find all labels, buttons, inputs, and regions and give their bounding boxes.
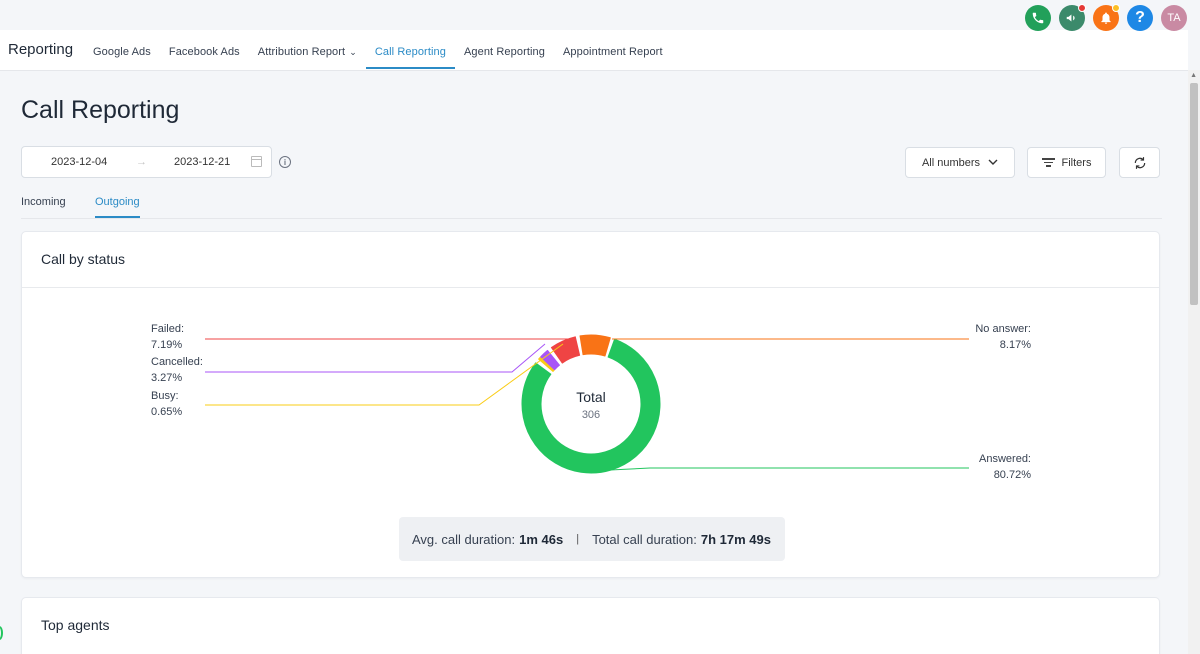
- donut-slice-no-answer[interactable]: [579, 334, 611, 357]
- scrollbar-thumb[interactable]: [1190, 83, 1198, 305]
- nav-item-call-reporting[interactable]: Call Reporting: [365, 46, 456, 70]
- card-title: Top agents: [41, 617, 110, 633]
- chevron-down-icon: ⌄: [349, 47, 357, 57]
- legend-value: 7.19%: [151, 339, 183, 351]
- numbers-select-value: All numbers: [921, 156, 981, 169]
- donut-slice-answered[interactable]: [521, 338, 661, 474]
- date-from-input[interactable]: 2023-12-04: [51, 156, 108, 168]
- legend-value: 0.65%: [151, 406, 183, 418]
- donut-slice-failed[interactable]: [550, 336, 581, 364]
- legend-name: Busy:: [151, 390, 179, 402]
- leader-line-answered: [609, 467, 969, 471]
- nav-item-appointment-report[interactable]: Appointment Report: [562, 46, 663, 58]
- filters-button[interactable]: Filters: [1027, 147, 1106, 178]
- chevron-down-icon: [988, 157, 998, 168]
- donut-slice-cancelled[interactable]: [540, 349, 561, 371]
- arrow-right-icon: →: [136, 156, 147, 168]
- nav-item-label: Attribution Report: [257, 46, 346, 58]
- legend-label-no-answer: No answer: 8.17%: [975, 321, 1031, 353]
- filters-label: Filters: [1061, 156, 1092, 169]
- leader-line-cancelled: [205, 343, 546, 373]
- filter-icon: [1041, 156, 1055, 169]
- phone-icon[interactable]: [1025, 5, 1051, 31]
- numbers-select[interactable]: All numbers: [905, 147, 1015, 178]
- notification-dot: [1078, 4, 1086, 12]
- legend-value: 8.17%: [999, 339, 1031, 351]
- top-nav: Reporting Google Ads Facebook Ads Attrib…: [0, 30, 1188, 71]
- tab-outgoing[interactable]: Outgoing: [95, 196, 140, 218]
- legend-value: 80.72%: [993, 469, 1031, 481]
- refresh-button[interactable]: [1119, 147, 1160, 178]
- scroll-up-arrow-icon[interactable]: ▲: [1190, 72, 1197, 79]
- legend-name: Cancelled:: [151, 356, 203, 368]
- donut-center-value: 306: [582, 409, 600, 421]
- separator: |: [576, 533, 580, 545]
- date-to-input[interactable]: 2023-12-21: [174, 156, 231, 168]
- call-by-status-card: Call by status Total 306 Failed: 7.19% Ca…: [21, 231, 1160, 578]
- refresh-icon: [1134, 156, 1145, 169]
- page-title: Call Reporting: [21, 96, 180, 124]
- info-icon[interactable]: i: [279, 156, 291, 168]
- legend-name: No answer:: [975, 323, 1031, 335]
- brand-title: Reporting: [8, 41, 74, 58]
- megaphone-icon[interactable]: [1059, 4, 1086, 31]
- legend-label-busy: Busy: 0.65%: [151, 388, 182, 420]
- top-agents-card: Top agents: [21, 597, 1160, 654]
- donut-center-label: Total: [576, 389, 606, 405]
- legend-name: Failed:: [151, 323, 185, 335]
- legend-value: 3.27%: [151, 372, 183, 384]
- calendar-icon: [251, 156, 262, 167]
- direction-tabs: Incoming Outgoing: [21, 194, 1162, 219]
- chat-widget-icon[interactable]: [0, 626, 3, 640]
- legend-label-answered: Answered: 80.72%: [979, 451, 1031, 483]
- avatar[interactable]: TA: [1161, 5, 1187, 31]
- leader-line-busy: [205, 343, 564, 406]
- legend-name: Answered:: [979, 453, 1031, 465]
- total-duration-value: 7h 17m 49s: [700, 531, 771, 547]
- legend-label-cancelled: Cancelled: 3.27%: [151, 354, 203, 386]
- nav-item-attribution-report[interactable]: Attribution Report ⌄: [249, 46, 366, 70]
- tab-incoming[interactable]: Incoming: [21, 196, 66, 208]
- total-duration-label: Total call duration:: [592, 531, 697, 547]
- legend-label-failed: Failed: 7.19%: [151, 321, 184, 353]
- date-range-picker[interactable]: 2023-12-04 → 2023-12-21: [21, 146, 272, 178]
- nav-item-google-ads[interactable]: Google Ads: [93, 46, 151, 58]
- notification-dot: [1112, 4, 1120, 12]
- duration-summary: Avg. call duration: 1m 46s | Total call …: [399, 517, 785, 561]
- status-donut-chart: Total 306: [205, 334, 969, 474]
- avg-duration-label: Avg. call duration:: [412, 531, 516, 547]
- avg-duration-value: 1m 46s: [519, 531, 564, 547]
- help-icon[interactable]: ?: [1127, 5, 1153, 31]
- donut-slice-busy[interactable]: [538, 356, 555, 372]
- card-title: Call by status: [22, 232, 1159, 288]
- bell-icon[interactable]: [1093, 4, 1120, 31]
- top-utility-bar: ? TA: [1025, 4, 1187, 31]
- nav-item-facebook-ads[interactable]: Facebook Ads: [168, 46, 240, 58]
- nav-item-agent-reporting[interactable]: Agent Reporting: [463, 46, 545, 58]
